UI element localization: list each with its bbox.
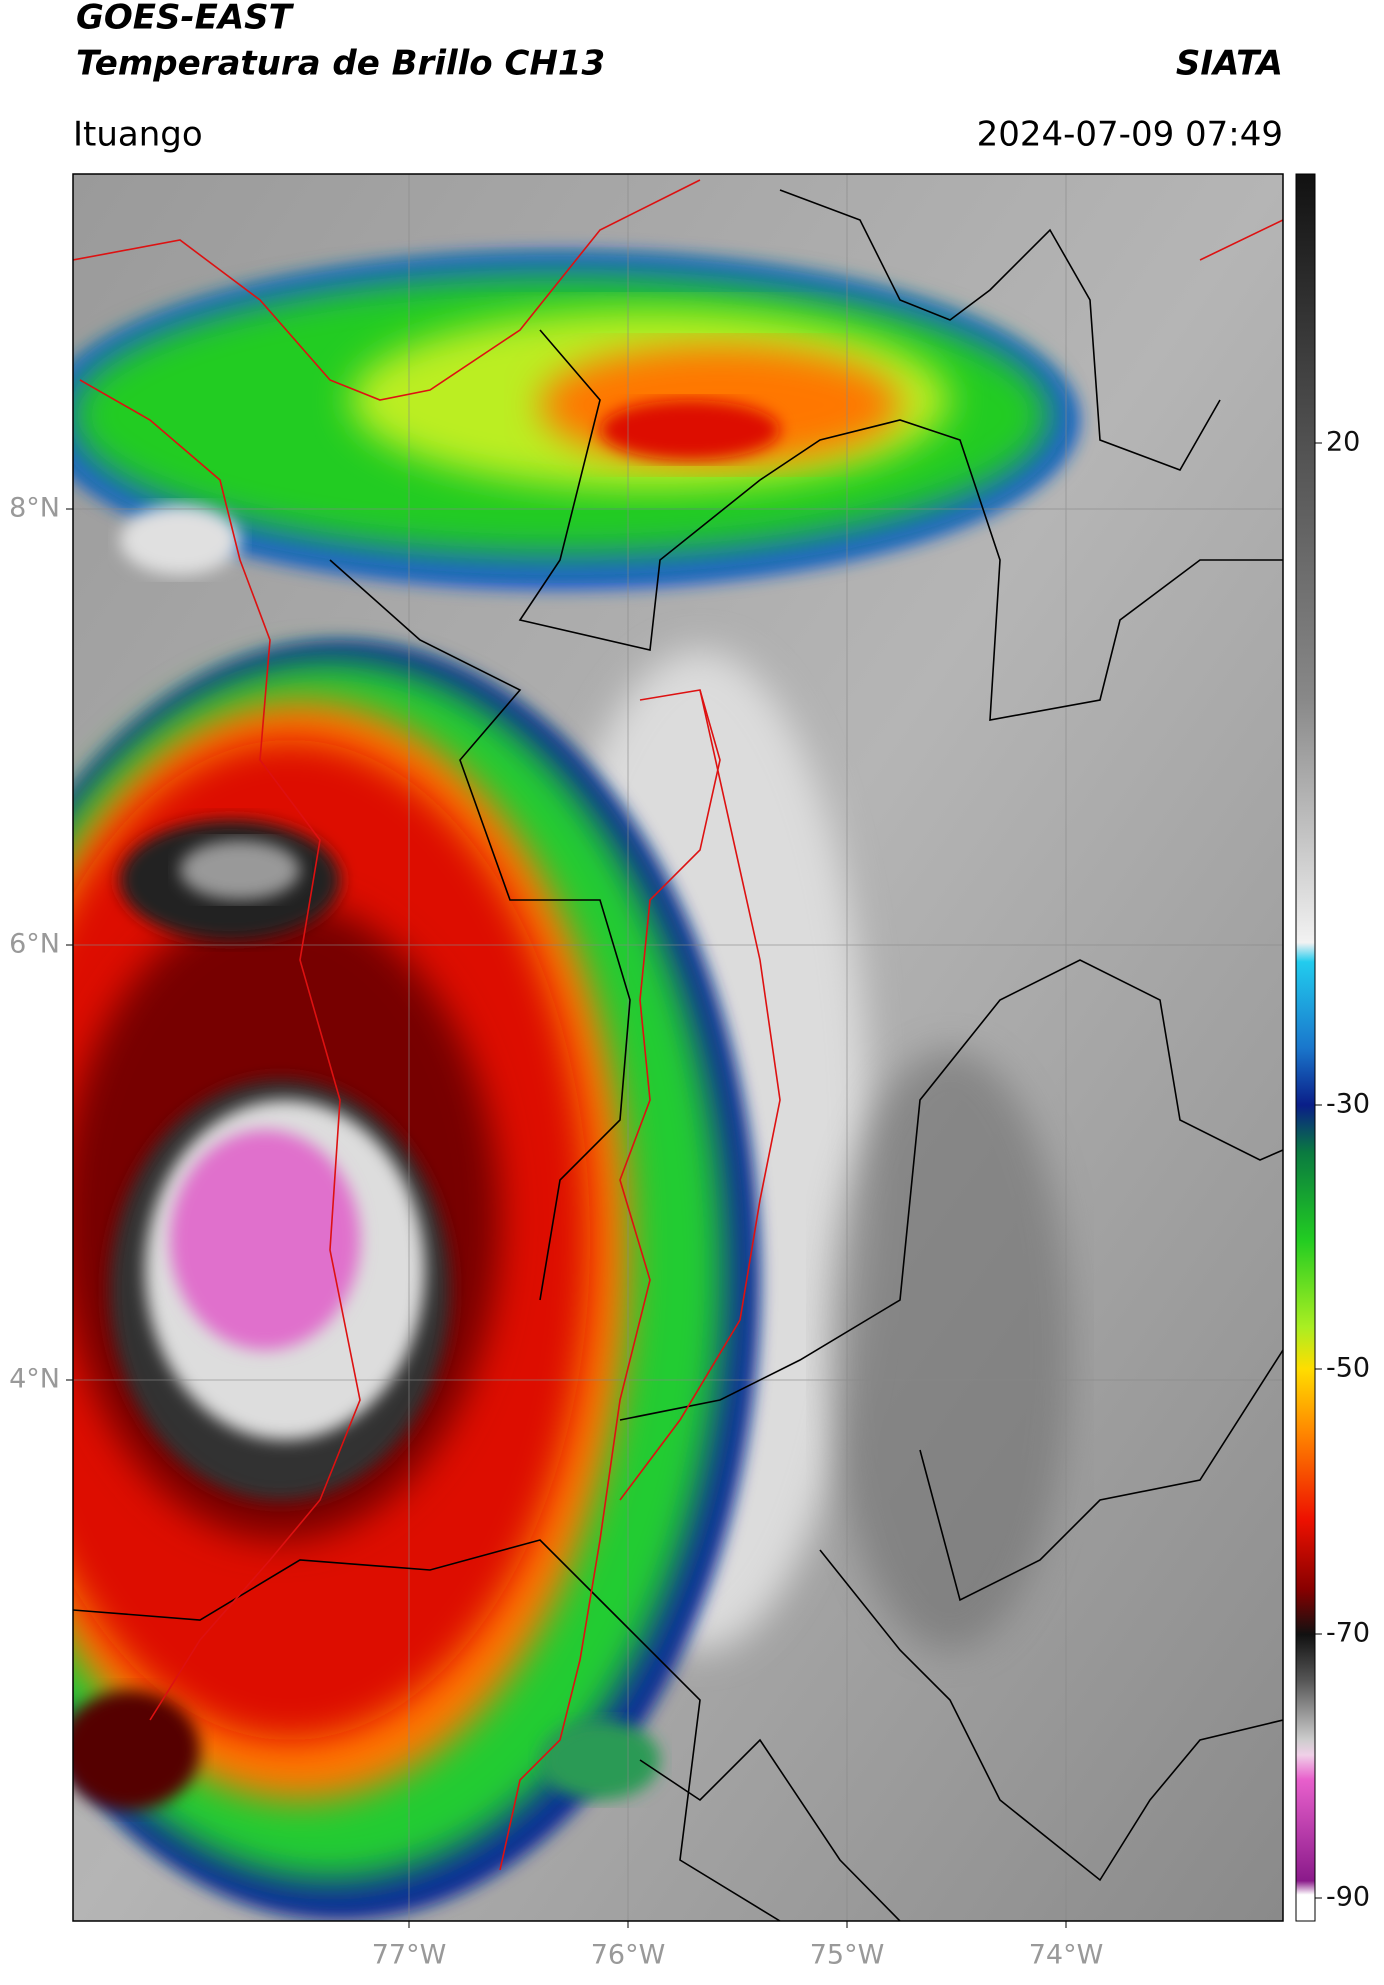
lat-label: 6°N <box>9 929 60 960</box>
colorbar-label: -30 <box>1326 1089 1370 1120</box>
colorbar-label: -50 <box>1326 1353 1370 1384</box>
map-frame <box>72 173 1284 1922</box>
datetime: 2024-07-09 07:49 <box>977 115 1283 155</box>
colorbar-label: -70 <box>1326 1618 1370 1649</box>
lon-label: 74°W <box>1029 1940 1104 1971</box>
location: Ituango <box>73 115 203 155</box>
subtitle: Temperatura de Brillo CH13 <box>76 44 605 84</box>
colorbar-label: -90 <box>1326 1882 1370 1913</box>
lon-label: 77°W <box>372 1940 447 1971</box>
colorbar-label: 20 <box>1326 427 1360 458</box>
source: SIATA <box>1176 44 1283 84</box>
lon-label: 75°W <box>810 1940 885 1971</box>
satellite-image <box>73 174 1283 1921</box>
colorbar <box>1295 173 1316 1922</box>
title: GOES-EAST <box>76 0 295 38</box>
lon-label: 76°W <box>591 1940 666 1971</box>
lat-label: 4°N <box>9 1364 60 1395</box>
lat-label: 8°N <box>9 493 60 524</box>
